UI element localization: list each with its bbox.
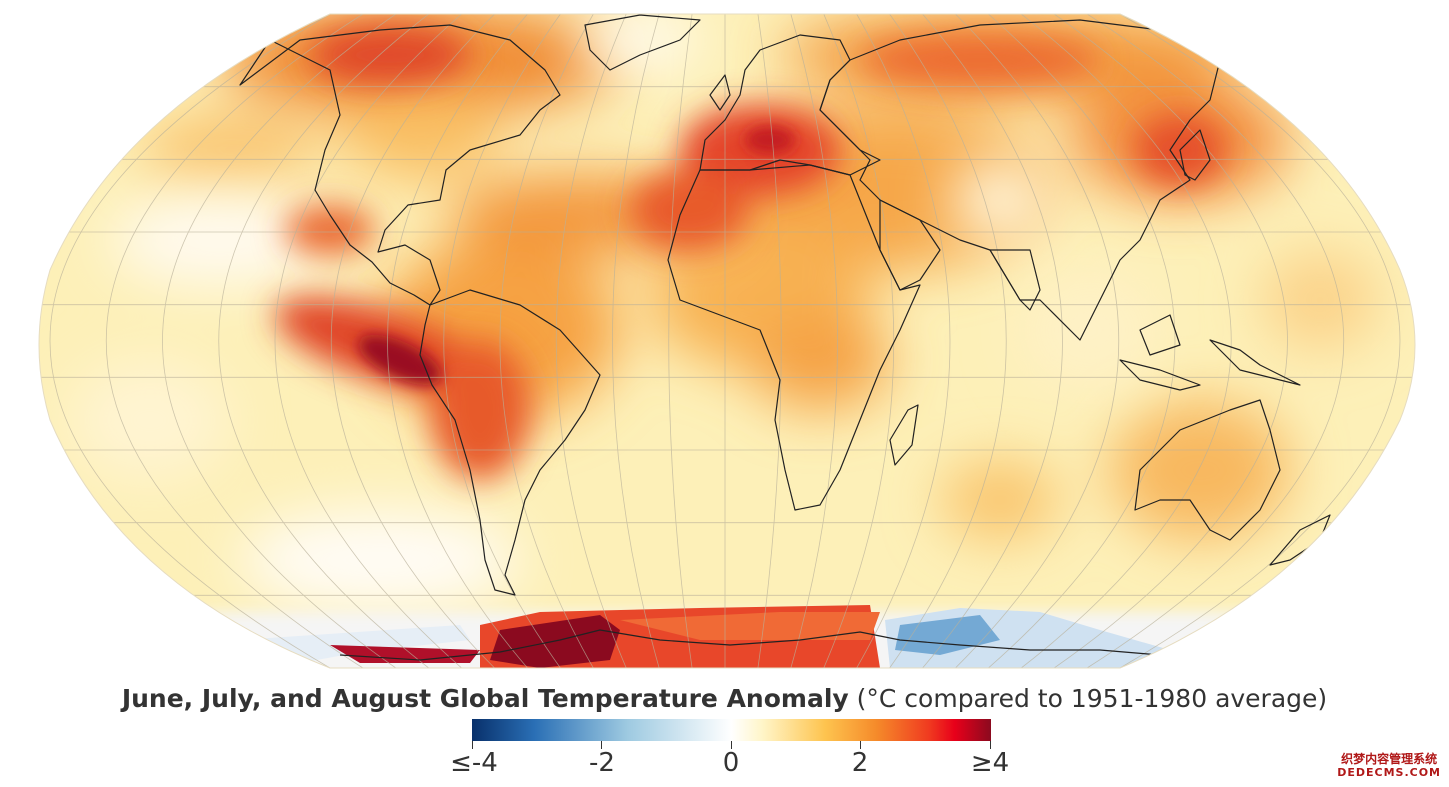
meridian-line xyxy=(218,14,429,668)
watermark-line2: DEDECMS.COM xyxy=(1337,766,1441,779)
meridian-line xyxy=(162,14,397,668)
legend-label-min: ≤-4 xyxy=(450,748,498,778)
legend-label-neg2: -2 xyxy=(589,748,615,778)
legend-tick-0 xyxy=(472,741,473,749)
meridian-line xyxy=(668,14,693,668)
graticule xyxy=(39,14,1415,668)
arabia-coast xyxy=(879,199,941,291)
meridian-line xyxy=(856,14,951,668)
meridian-line xyxy=(443,14,561,668)
north-america-coast xyxy=(239,24,561,306)
meridian-line xyxy=(790,14,838,668)
legend-label-zero: 0 xyxy=(722,748,740,778)
greenland-coast xyxy=(584,14,701,71)
map-title: June, July, and August Global Temperatur… xyxy=(0,684,1449,713)
japan-coast xyxy=(1179,129,1211,181)
meridian-line xyxy=(922,14,1063,668)
color-scale-bar xyxy=(472,719,991,741)
map-svg xyxy=(38,13,1416,669)
meridian-line xyxy=(1119,14,1401,668)
meridian-line xyxy=(331,14,495,668)
legend-tick-3 xyxy=(860,741,861,749)
india-coast xyxy=(989,249,1041,311)
map-title-main: June, July, and August Global Temperatur… xyxy=(121,684,849,713)
antarctic-band xyxy=(200,605,1300,668)
africa-coast xyxy=(667,164,921,511)
meridian-line xyxy=(955,14,1119,668)
legend-tick-4 xyxy=(990,741,991,749)
anomaly-field xyxy=(39,14,1415,668)
south-america-coast xyxy=(419,289,601,596)
meridian-line xyxy=(499,14,594,668)
meridian-line xyxy=(1053,14,1288,668)
warm-regions xyxy=(140,14,1380,540)
watermark-line1: 织梦内容管理系统 xyxy=(1341,752,1438,766)
legend-label-max: ≥4 xyxy=(970,748,1010,778)
color-scale-gradient xyxy=(472,719,991,741)
australia-coast xyxy=(1134,399,1281,541)
madagascar-coast xyxy=(889,404,919,466)
extreme-regions xyxy=(358,126,795,386)
temperature-anomaly-map xyxy=(38,13,1416,669)
indonesia-coast xyxy=(1119,314,1301,391)
antarctica-coast xyxy=(339,629,1161,661)
meridian-line xyxy=(49,14,331,668)
meridian-line xyxy=(274,14,462,668)
meridian-line xyxy=(106,14,364,668)
meridian-line xyxy=(1086,14,1344,668)
watermark: 织梦内容管理系统 DEDECMS.COM xyxy=(1337,752,1441,780)
legend-tick-1 xyxy=(601,741,602,749)
hot-regions xyxy=(274,25,1225,480)
meridian-line xyxy=(1021,14,1232,668)
globe-outline xyxy=(38,13,1416,669)
meridian-line xyxy=(555,14,627,668)
meridian-line xyxy=(889,14,1007,668)
meridian-line xyxy=(757,14,782,668)
meridian-line xyxy=(988,14,1176,668)
uk-coast xyxy=(709,74,731,111)
meridian-line xyxy=(387,14,528,668)
legend-label-pos2: 2 xyxy=(851,748,869,778)
meridian-line xyxy=(612,14,660,668)
legend-tick-2 xyxy=(731,741,732,749)
meridian-line xyxy=(823,14,895,668)
map-title-units: (°C compared to 1951-1980 average) xyxy=(856,684,1328,713)
